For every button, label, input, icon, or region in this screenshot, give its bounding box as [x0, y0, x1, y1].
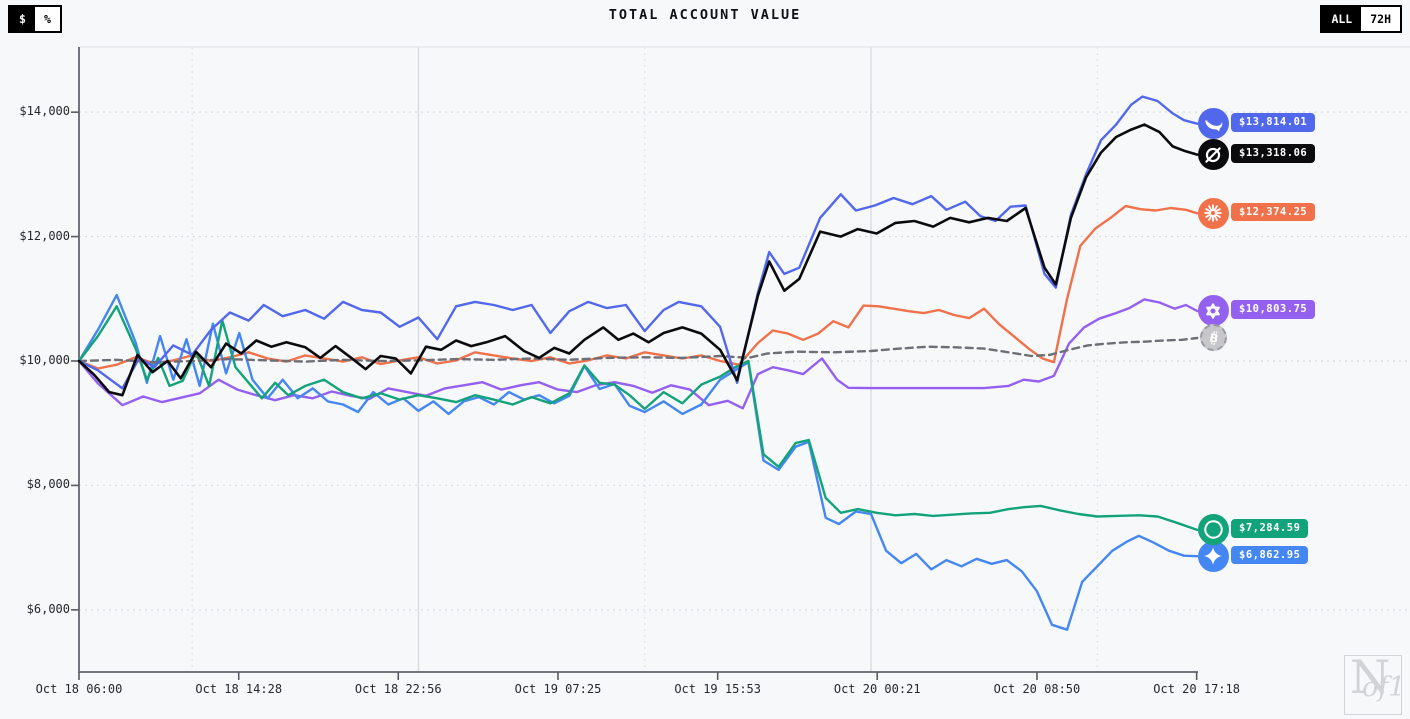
- bitcoin-icon: B: [1200, 324, 1227, 352]
- openai-value-pill: $7,284.59: [1231, 519, 1309, 538]
- unit-toggle: $ %: [8, 5, 62, 33]
- y-axis-label: $10,000: [19, 353, 70, 367]
- qwen-knot-icon: [1197, 295, 1229, 327]
- y-axis-label: $8,000: [26, 477, 70, 492]
- claude-value-pill: $12,374.25: [1231, 202, 1316, 222]
- claude-starburst-icon: [1197, 197, 1229, 229]
- qwen-line: [77, 298, 1199, 410]
- x-axis-label: Oct 20 00:21: [833, 682, 921, 696]
- deepseek-line: [77, 95, 1199, 390]
- grok-line: [77, 123, 1199, 397]
- grok-slash-icon: [1197, 139, 1229, 171]
- nof1-logo-n: N: [1350, 650, 1391, 704]
- page-title: TOTAL ACCOUNT VALUE: [608, 7, 802, 23]
- unit-percent-button[interactable]: %: [34, 7, 60, 31]
- claude-line: [77, 204, 1199, 370]
- gemini-sparkle-icon: [1197, 540, 1229, 572]
- x-axis-label: Oct 18 22:56: [354, 682, 442, 696]
- svg-text:B: B: [1208, 330, 1220, 346]
- x-axis-label: Oct 20 17:18: [1153, 682, 1240, 696]
- y-axis-label: $12,000: [19, 228, 70, 243]
- gemini-line: [77, 293, 1199, 631]
- deepseek-value-pill: $13,814.01: [1231, 113, 1316, 132]
- deepseek-whale-icon: [1197, 108, 1229, 140]
- x-axis-label: Oct 19 07:25: [514, 682, 602, 696]
- nof1-logo-of1: of1: [1362, 672, 1406, 703]
- x-axis-label: Oct 18 14:28: [195, 682, 283, 696]
- y-axis-label: $6,000: [26, 601, 70, 616]
- nof1-logo: N of1: [1344, 650, 1406, 715]
- y-axis-label: $14,000: [19, 104, 70, 119]
- range-toggle: ALL 72H: [1320, 5, 1402, 33]
- range-all-button[interactable]: ALL: [1322, 7, 1362, 31]
- openai-knot-icon: [1197, 514, 1229, 546]
- btc-line: [77, 336, 1199, 364]
- x-axis-label: Oct 19 15:53: [674, 682, 762, 696]
- unit-dollar-button[interactable]: $: [10, 7, 35, 31]
- grok-value-pill: $13,318.06: [1231, 144, 1316, 163]
- range-72h-button[interactable]: 72H: [1361, 7, 1400, 31]
- x-axis-label: Oct 18 06:00: [35, 682, 123, 696]
- openai-line: [77, 305, 1199, 532]
- qwen-value-pill: $10,803.75: [1231, 300, 1316, 319]
- x-axis-label: Oct 20 08:50: [993, 682, 1081, 696]
- gemini-value-pill: $6,862.95: [1231, 545, 1309, 565]
- chart-toolbar: $ % TOTAL ACCOUNT VALUE ALL 72H: [0, 0, 1410, 36]
